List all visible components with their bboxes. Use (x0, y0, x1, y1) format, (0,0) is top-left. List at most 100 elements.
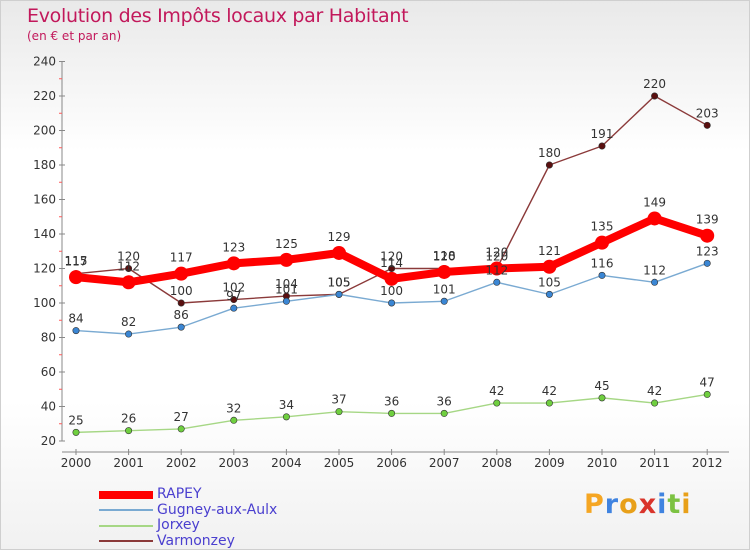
data-label-rapey: 117 (170, 251, 193, 265)
data-point-rapey (647, 211, 662, 226)
data-label-gugney-aux-aulx: 86 (174, 308, 189, 322)
data-point-gugney-aux-aulx (282, 297, 290, 305)
data-point-rapey (121, 275, 136, 290)
data-point-rapey (595, 235, 609, 250)
data-point-varmonzey (177, 299, 185, 307)
data-label-varmonzey: 102 (222, 281, 245, 295)
x-tick-label: 2011 (639, 456, 670, 470)
data-label-varmonzey: 203 (696, 106, 719, 120)
data-label-gugney-aux-aulx: 112 (485, 263, 508, 277)
data-label-gugney-aux-aulx: 116 (591, 256, 614, 270)
y-tick-label: 220 (33, 89, 56, 103)
data-point-jorxey (177, 425, 185, 433)
x-tick-label: 2006 (376, 456, 407, 470)
data-point-jorxey (703, 390, 711, 398)
legend-swatch-gugney (99, 509, 153, 512)
data-label-rapey: 125 (275, 237, 298, 251)
data-point-gugney-aux-aulx (388, 299, 396, 307)
data-label-gugney-aux-aulx: 84 (68, 312, 83, 326)
data-point-rapey (174, 266, 189, 281)
data-label-varmonzey: 117 (65, 255, 88, 269)
data-label-varmonzey: 105 (328, 275, 351, 289)
logo-letter: P (584, 489, 605, 520)
x-tick-label: 2009 (534, 456, 565, 470)
data-label-rapey: 123 (222, 240, 245, 254)
data-label-jorxey: 26 (121, 412, 136, 426)
data-label-gugney-aux-aulx: 112 (643, 263, 666, 277)
legend-label-varmonzey: Varmonzey (157, 532, 235, 549)
logo-letter: i (681, 489, 692, 520)
legend-label-jorxey: Jorxey (157, 517, 200, 533)
y-tick-label: 180 (33, 158, 56, 172)
data-label-gugney-aux-aulx: 82 (121, 315, 136, 329)
data-label-jorxey: 36 (384, 394, 399, 408)
data-point-gugney-aux-aulx (440, 297, 448, 305)
x-tick-label: 2008 (482, 456, 513, 470)
data-label-varmonzey: 220 (643, 77, 666, 91)
logo-letter: x (638, 489, 658, 520)
data-point-jorxey (335, 408, 343, 416)
data-point-rapey (437, 264, 452, 279)
legend-swatch-rapey (99, 490, 153, 499)
data-point-jorxey (493, 399, 501, 407)
data-label-rapey: 120 (485, 246, 508, 260)
data-label-gugney-aux-aulx: 101 (275, 282, 298, 296)
data-point-varmonzey (703, 121, 711, 129)
data-label-jorxey: 47 (700, 375, 715, 389)
data-label-jorxey: 36 (437, 394, 452, 408)
data-label-jorxey: 32 (226, 401, 241, 415)
data-point-gugney-aux-aulx (545, 290, 553, 298)
data-point-jorxey (651, 399, 659, 407)
legend-swatch-jorxey (99, 524, 153, 527)
data-label-rapey: 114 (380, 256, 403, 270)
data-point-varmonzey (230, 296, 238, 304)
logo-letter: r (604, 489, 620, 520)
legend-item-varmonzey: Varmonzey (99, 532, 277, 550)
y-tick-label: 40 (41, 400, 56, 414)
x-tick-label: 2005 (324, 456, 355, 470)
data-point-gugney-aux-aulx (177, 323, 185, 331)
data-point-gugney-aux-aulx (493, 278, 501, 286)
data-point-rapey (542, 259, 557, 274)
data-label-jorxey: 34 (279, 398, 294, 412)
logo-letter: o (619, 489, 639, 520)
data-label-gugney-aux-aulx: 105 (328, 275, 351, 289)
y-tick-label: 60 (41, 365, 56, 379)
data-label-rapey: 139 (696, 213, 719, 227)
legend-item-jorxey: Jorxey (99, 517, 277, 534)
data-point-jorxey (282, 413, 290, 421)
data-label-jorxey: 27 (174, 410, 189, 424)
data-point-rapey (384, 271, 399, 286)
data-label-jorxey: 37 (331, 393, 346, 407)
data-label-gugney-aux-aulx: 101 (433, 282, 456, 296)
data-label-gugney-aux-aulx: 100 (380, 284, 403, 298)
logo-letter: t (667, 489, 682, 520)
data-point-gugney-aux-aulx (230, 304, 238, 312)
data-label-varmonzey: 100 (170, 284, 193, 298)
data-point-rapey (489, 261, 504, 276)
data-point-rapey (226, 256, 241, 271)
legend-item-gugney: Gugney-aux-Aulx (99, 501, 278, 519)
x-tick-label: 2000 (61, 456, 92, 470)
x-tick-label: 2003 (219, 456, 250, 470)
data-point-jorxey (598, 394, 606, 402)
axes: 20 40 60 80 100 120 140 160 180 200 220 240 2000 2001… (33, 55, 729, 470)
data-label-rapey: 129 (328, 230, 351, 244)
data-point-jorxey (230, 416, 238, 424)
data-label-rapey: 115 (65, 254, 88, 268)
y-tick-label: 80 (41, 331, 56, 345)
data-point-varmonzey (125, 264, 133, 272)
data-label-jorxey: 42 (542, 384, 557, 398)
y-tick-label: 200 (33, 124, 56, 138)
data-label-varmonzey: 191 (591, 127, 614, 141)
y-tick-label: 140 (33, 227, 56, 241)
x-tick-label: 2007 (429, 456, 460, 470)
data-label-rapey: 121 (538, 244, 561, 258)
legend: RAPEY Gugney-aux-Aulx Jorxey Varmonzey (99, 486, 278, 550)
legend-label-gugney: Gugney-aux-Aulx (157, 501, 278, 518)
data-label-varmonzey: 180 (538, 146, 561, 160)
y-tick-label: 100 (33, 296, 56, 310)
data-point-varmonzey (545, 161, 553, 169)
data-label-varmonzey: 120 (380, 250, 403, 264)
